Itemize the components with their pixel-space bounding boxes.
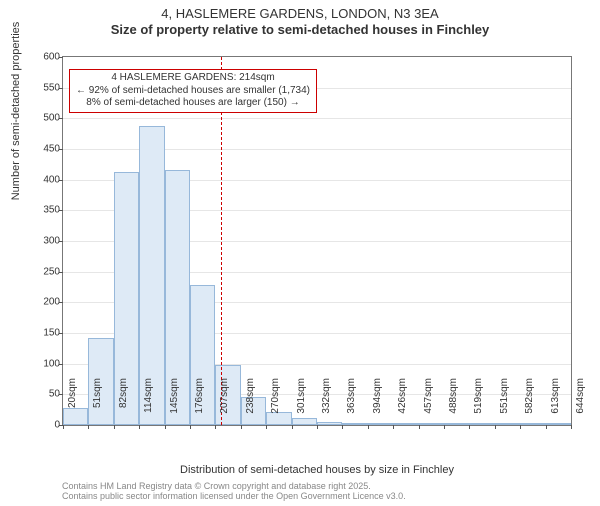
xtick-label: 20sqm [67,378,78,423]
xtick-mark [215,425,216,429]
gridline [63,118,571,119]
xtick-label: 363sqm [346,378,357,423]
xtick-mark [241,425,242,429]
xtick-mark [368,425,369,429]
xtick-mark [520,425,521,429]
xtick-mark [317,425,318,429]
ytick-label: 350 [30,205,60,216]
attribution-line1: Contains HM Land Registry data © Crown c… [62,481,406,491]
xtick-label: 394sqm [372,378,383,423]
xtick-label: 582sqm [524,378,535,423]
annotation-line3: 8% of semi-detached houses are larger (1… [76,97,310,110]
xtick-mark [165,425,166,429]
histogram-bar [368,423,393,425]
histogram-bar [393,423,418,425]
xtick-mark [546,425,547,429]
xtick-mark [292,425,293,429]
histogram-bar [495,423,520,425]
x-axis-label: Distribution of semi-detached houses by … [62,464,572,476]
ytick-label: 50 [30,389,60,400]
ytick-label: 500 [30,113,60,124]
xtick-mark [139,425,140,429]
ytick-label: 550 [30,82,60,93]
ytick-label: 100 [30,358,60,369]
attribution-text: Contains HM Land Registry data © Crown c… [62,481,406,502]
annotation-box: 4 HASLEMERE GARDENS: 214sqm← 92% of semi… [69,69,317,113]
xtick-label: 332sqm [321,378,332,423]
chart-title-line1: 4, HASLEMERE GARDENS, LONDON, N3 3EA [0,6,600,21]
xtick-mark [444,425,445,429]
ytick-label: 400 [30,174,60,185]
histogram-bar [444,423,469,425]
xtick-label: 644sqm [575,378,586,423]
xtick-label: 207sqm [219,378,230,423]
xtick-mark [469,425,470,429]
xtick-mark [114,425,115,429]
ytick-label: 450 [30,144,60,155]
ytick-label: 250 [30,266,60,277]
xtick-label: 488sqm [448,378,459,423]
xtick-mark [88,425,89,429]
xtick-mark [571,425,572,429]
xtick-label: 270sqm [270,378,281,423]
xtick-label: 519sqm [473,378,484,423]
plot-area: 4 HASLEMERE GARDENS: 214sqm← 92% of semi… [62,56,572,426]
xtick-label: 301sqm [296,378,307,423]
xtick-label: 426sqm [397,378,408,423]
ytick-label: 0 [30,420,60,431]
xtick-label: 613sqm [550,378,561,423]
histogram-bar [520,423,545,425]
ytick-label: 150 [30,328,60,339]
xtick-mark [342,425,343,429]
xtick-mark [495,425,496,429]
attribution-line2: Contains public sector information licen… [62,491,406,501]
xtick-label: 145sqm [169,378,180,423]
xtick-label: 551sqm [499,378,510,423]
xtick-label: 51sqm [92,378,103,423]
xtick-mark [63,425,64,429]
histogram-bar [469,423,494,425]
ytick-label: 300 [30,236,60,247]
ytick-label: 600 [30,52,60,63]
chart-title-line2: Size of property relative to semi-detach… [0,22,600,37]
xtick-mark [419,425,420,429]
xtick-mark [393,425,394,429]
y-axis-label: Number of semi-detached properties [10,0,22,241]
xtick-mark [266,425,267,429]
xtick-label: 82sqm [118,378,129,423]
xtick-label: 114sqm [143,378,154,423]
annotation-line1: 4 HASLEMERE GARDENS: 214sqm [76,72,310,85]
ytick-label: 200 [30,297,60,308]
xtick-label: 238sqm [245,378,256,423]
xtick-mark [190,425,191,429]
histogram-bar [546,423,571,425]
annotation-line2: ← 92% of semi-detached houses are smalle… [76,85,310,98]
histogram-bar [419,423,444,425]
xtick-label: 176sqm [194,378,205,423]
xtick-label: 457sqm [423,378,434,423]
